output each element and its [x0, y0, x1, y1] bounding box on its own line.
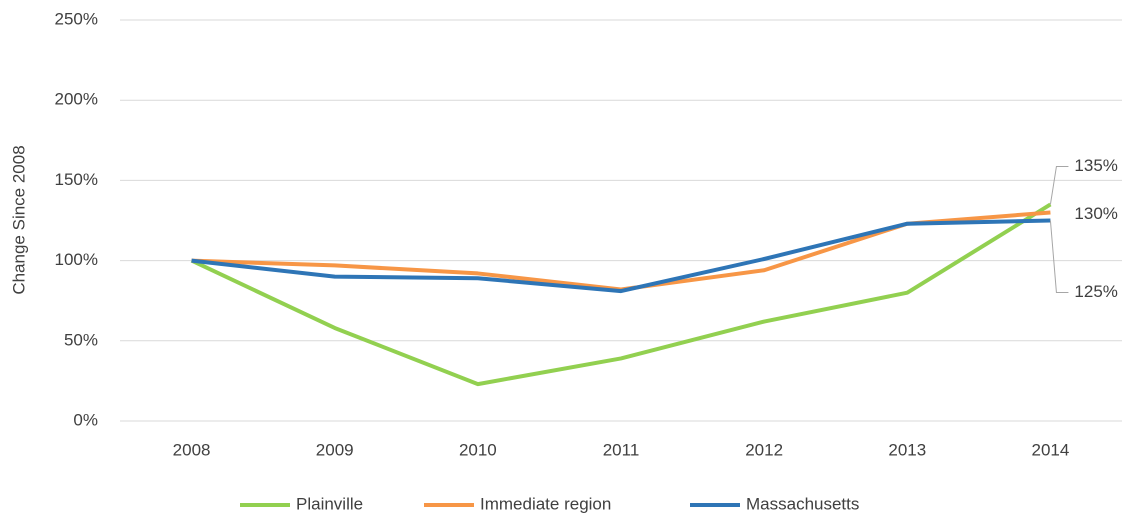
- y-tick-label: 100%: [55, 250, 98, 269]
- data-label: 125%: [1074, 282, 1117, 301]
- x-tick-label: 2012: [745, 440, 783, 459]
- series-line: [191, 218, 1051, 294]
- x-tick-label: 2014: [1032, 440, 1070, 459]
- x-tick-label: 2013: [888, 440, 926, 459]
- y-tick-label: 250%: [55, 9, 98, 28]
- legend-label: Massachusetts: [746, 494, 859, 513]
- legend-label: Plainville: [296, 494, 363, 513]
- legend-label: Immediate region: [480, 494, 611, 513]
- leader-line: [1049, 220, 1069, 293]
- y-tick-label: 150%: [55, 170, 98, 189]
- series-line: [190, 202, 1052, 387]
- x-tick-label: 2010: [459, 440, 497, 459]
- x-tick-label: 2011: [603, 440, 640, 459]
- leader-line: [1049, 165, 1069, 205]
- y-tick-label: 200%: [55, 90, 98, 109]
- y-axis-title: Change Since 2008: [9, 145, 28, 294]
- x-tick-label: 2008: [173, 440, 211, 459]
- data-label: 130%: [1074, 204, 1117, 223]
- x-tick-label: 2009: [316, 440, 354, 459]
- data-label: 135%: [1074, 156, 1117, 175]
- y-tick-label: 50%: [64, 330, 98, 349]
- y-tick-label: 0%: [73, 410, 98, 429]
